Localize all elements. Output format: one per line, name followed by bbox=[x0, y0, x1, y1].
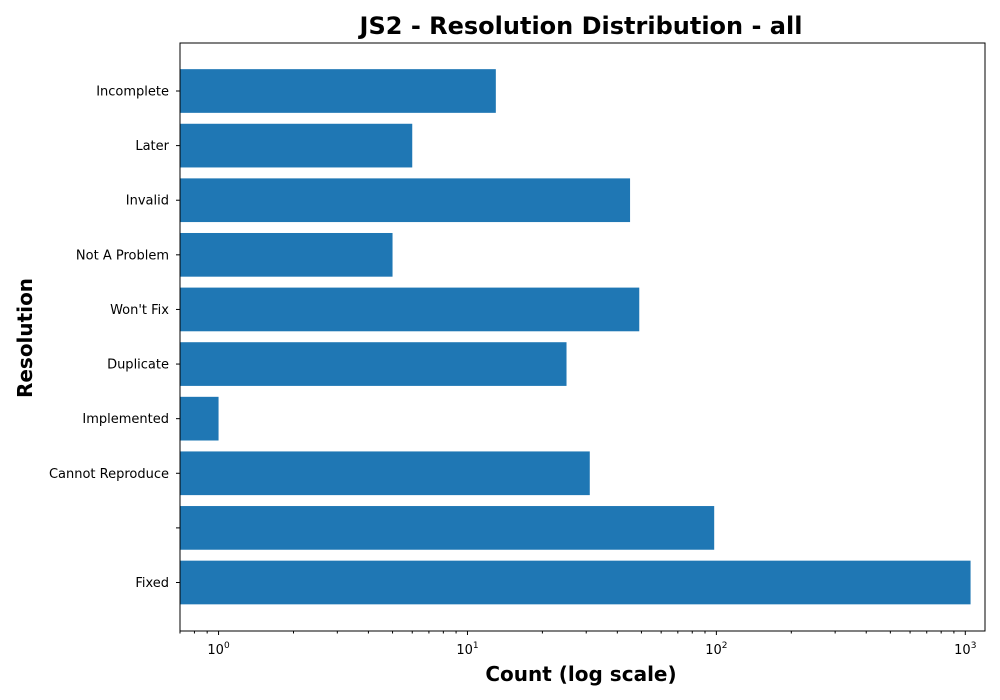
y-tick-label: Invalid bbox=[126, 194, 169, 209]
bar-not-a-problem bbox=[180, 232, 393, 277]
y-tick-label: Incomplete bbox=[96, 85, 169, 100]
x-tick-label: 100 bbox=[207, 641, 230, 658]
bar-invalid bbox=[180, 178, 631, 223]
y-tick-label: Fixed bbox=[135, 576, 169, 591]
y-tick-label: Duplicate bbox=[107, 358, 169, 373]
x-tick-label: 103 bbox=[954, 641, 976, 658]
x-axis-label: Count (log scale) bbox=[485, 662, 676, 686]
y-tick-label: Implemented bbox=[82, 412, 169, 427]
bar-unlabeled bbox=[180, 506, 715, 550]
y-axis-ticks: Fixed Cannot Reproduce Implemented Duplicat… bbox=[49, 85, 180, 591]
bar-won-t-fix bbox=[180, 287, 640, 332]
y-axis-label: Resolution bbox=[13, 278, 37, 398]
y-tick-label: Won't Fix bbox=[110, 303, 169, 318]
plot-frame bbox=[179, 42, 986, 632]
x-tick-label: 102 bbox=[705, 641, 727, 658]
bar-incomplete bbox=[180, 69, 496, 113]
y-tick-label: Cannot Reproduce bbox=[49, 467, 169, 482]
y-tick-label: Later bbox=[135, 139, 169, 154]
x-axis-ticks: 100 101 102 103 bbox=[179, 631, 976, 658]
bar-implemented bbox=[180, 396, 219, 441]
bar-cannot-reproduce bbox=[180, 451, 590, 496]
bars-layer bbox=[180, 69, 971, 605]
bar-later bbox=[180, 123, 413, 168]
y-tick-label: Not A Problem bbox=[76, 248, 169, 263]
x-tick-label: 101 bbox=[456, 641, 478, 658]
bar-fixed bbox=[180, 560, 971, 605]
bar-duplicate bbox=[180, 342, 567, 386]
chart-title: JS2 - Resolution Distribution - all bbox=[358, 12, 803, 40]
